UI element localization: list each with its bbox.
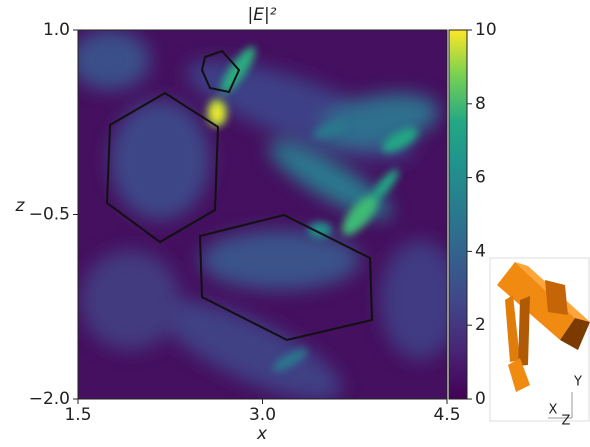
y-tick-label: −2.0 xyxy=(29,389,70,409)
colorbar-tick-label: 4 xyxy=(475,241,486,261)
inset-render: Y X Z xyxy=(490,258,590,429)
colorbar-tick-label: 8 xyxy=(475,94,486,114)
y-tick-label: −0.5 xyxy=(29,205,70,225)
colorbar xyxy=(449,30,467,399)
inset-axis-label: Z xyxy=(562,414,571,429)
colorbar-tick-label: 0 xyxy=(475,389,486,409)
x-axis-label: x xyxy=(256,424,268,443)
x-tick-label: 4.5 xyxy=(433,405,460,425)
colorbar-tick-label: 6 xyxy=(475,168,486,188)
figure: |E|² x z Y X Z 1.53.04.5−2.0−0.51.002468… xyxy=(0,0,590,443)
inset-axis-label: X xyxy=(549,403,558,418)
field-map xyxy=(70,30,460,419)
inset-axis-label: Y xyxy=(573,375,582,390)
colorbar-tick-label: 10 xyxy=(475,20,497,40)
chart-title: |E|² xyxy=(247,5,276,25)
x-tick-label: 3.0 xyxy=(249,405,276,425)
y-axis-label: z xyxy=(15,196,26,216)
colorbar-tick-label: 2 xyxy=(475,315,486,335)
y-tick-label: 1.0 xyxy=(43,20,70,40)
